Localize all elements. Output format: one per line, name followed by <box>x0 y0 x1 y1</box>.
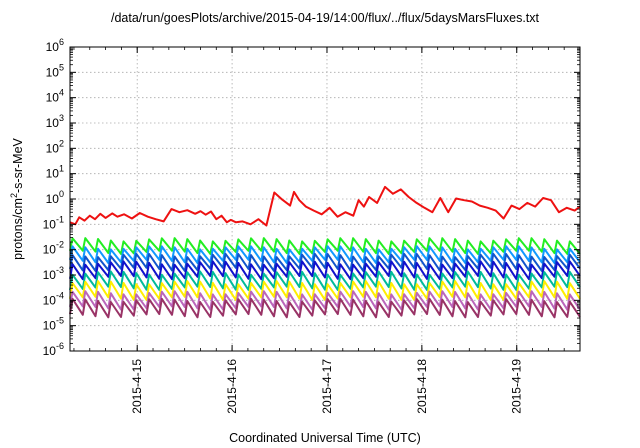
x-tick-label: 2015-4-18 <box>415 359 429 414</box>
y-tick-label: 104 <box>46 88 64 105</box>
y-tick-label: 102 <box>46 138 64 155</box>
y-tick-label: 101 <box>46 164 64 181</box>
series-line-4 <box>69 252 581 272</box>
y-tick-label: 10-1 <box>43 214 64 231</box>
series-line-9 <box>69 297 581 319</box>
y-tick-label: 10-4 <box>43 290 64 307</box>
y-tick-label: 106 <box>46 37 64 54</box>
series-line-1 <box>69 185 581 227</box>
x-tick-label: 2015-4-19 <box>510 359 524 414</box>
series-line-6 <box>69 270 581 291</box>
axes: 10-6 10-5 10-4 10-3 10-2 10-1 100 101 102 103 104 1… <box>43 37 581 414</box>
x-tick-label: 2015-4-17 <box>320 359 334 414</box>
series-line-5 <box>69 260 581 281</box>
y-tick-label: 103 <box>46 113 64 130</box>
x-tick-label: 2015-4-16 <box>225 359 239 414</box>
x-tick-label: 2015-4-15 <box>130 359 144 414</box>
y-axis-label-rest: -s-sr-MeV <box>11 137 25 193</box>
series-group <box>69 185 581 319</box>
chart-title: /data/run/goesPlots/archive/2015-04-19/1… <box>111 11 540 25</box>
y-tick-label: 10-3 <box>43 265 64 282</box>
y-axis-label: protons/cm2-s-sr-MeV <box>9 137 25 259</box>
y-tick-label: 10-2 <box>43 240 64 257</box>
series-line-2 <box>69 237 581 255</box>
series-line-7 <box>69 280 581 301</box>
y-tick-label: 10-6 <box>43 341 64 358</box>
y-axis-label-main: protons/cm <box>11 198 25 260</box>
y-axis-label-sup: 2 <box>9 193 19 198</box>
series-line-8 <box>69 290 581 311</box>
y-tick-label: 100 <box>46 189 64 206</box>
x-axis-label: Coordinated Universal Time (UTC) <box>229 431 421 445</box>
y-tick-label: 105 <box>46 62 64 79</box>
series-line-3 <box>69 245 581 264</box>
y-tick-label: 10-5 <box>43 316 64 333</box>
